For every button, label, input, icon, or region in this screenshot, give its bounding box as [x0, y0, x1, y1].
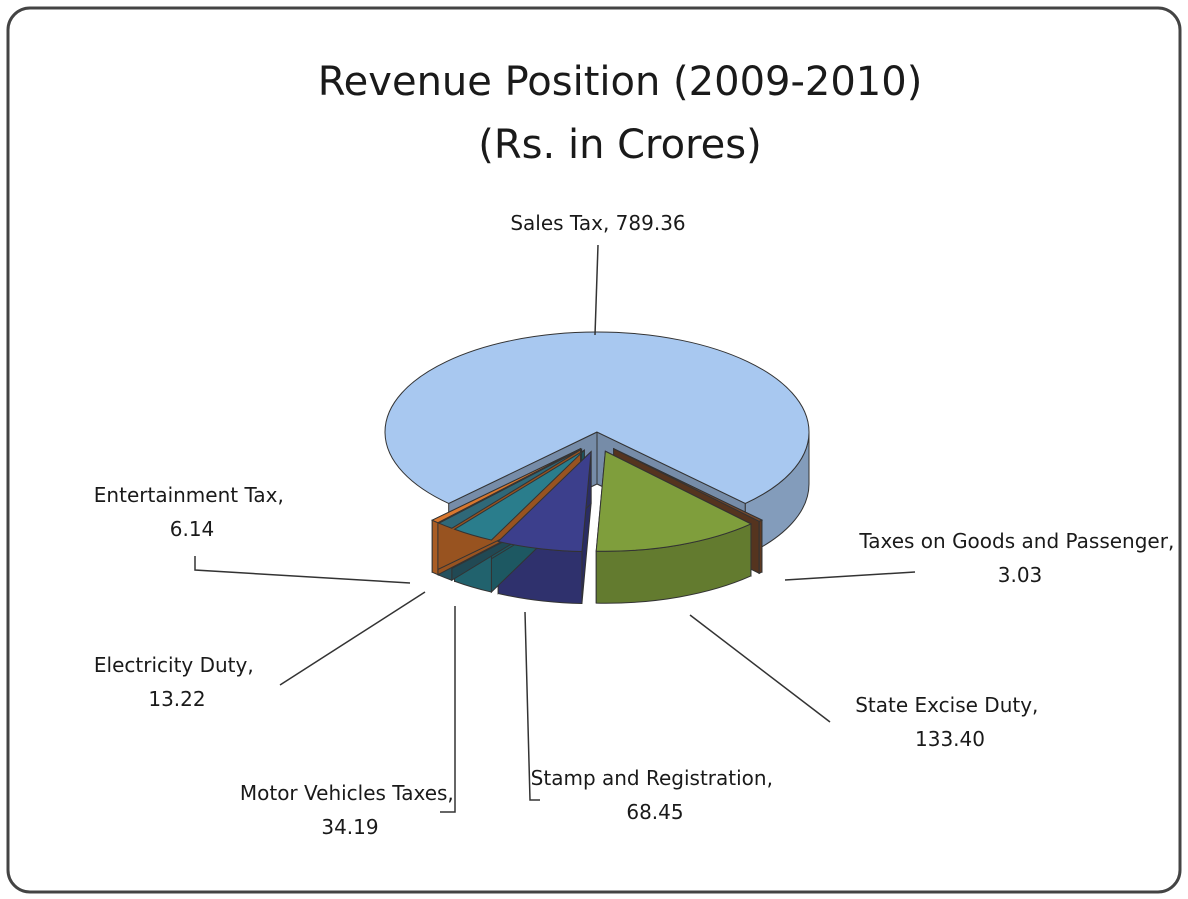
label-value: 34.19 [321, 815, 378, 839]
pie-tops [384, 331, 810, 553]
slice [613, 448, 764, 522]
label-value: 68.45 [626, 800, 683, 824]
label-category: Sales Tax [510, 211, 603, 235]
chart-title: Revenue Position (2009-2010) [318, 59, 923, 105]
label-separator: , [277, 483, 290, 507]
data-label: State Excise Duty, 133.40 [855, 693, 1045, 751]
slice [497, 450, 592, 553]
data-label: Stamp and Registration, 68.45 [531, 766, 780, 824]
slice [595, 450, 753, 552]
label-separator: , [603, 211, 616, 235]
leader-line [594, 244, 599, 336]
label-value: 133.40 [915, 727, 985, 751]
slice-side [758, 519, 763, 575]
slice [431, 448, 581, 524]
label-category: Stamp and Registration [531, 766, 767, 790]
slice-side [431, 519, 439, 576]
leader-line [279, 591, 426, 686]
label-separator: , [1032, 693, 1045, 717]
label-category: State Excise Duty [855, 693, 1032, 717]
label-separator: , [767, 766, 780, 790]
label-value: 6.14 [170, 517, 215, 541]
label-separator: , [447, 781, 460, 805]
chart-subtitle: (Rs. in Crores) [478, 122, 761, 168]
slice [453, 449, 585, 541]
label-separator: , [1168, 529, 1181, 553]
leader-line [194, 556, 411, 584]
slice [384, 331, 810, 505]
data-label: Electricity Duty, 13.22 [94, 653, 260, 711]
label-category: Taxes on Goods and Passenger [858, 529, 1168, 553]
label-category: Entertainment Tax [94, 483, 278, 507]
label-category: Motor Vehicles Taxes [240, 781, 448, 805]
label-value: 789.36 [616, 211, 686, 235]
leader-line [524, 611, 540, 801]
leader-line [784, 571, 916, 581]
data-label: Motor Vehicles Taxes, 34.19 [240, 781, 460, 839]
label-value: 3.03 [998, 563, 1043, 587]
slice [437, 448, 582, 529]
label-separator: , [247, 653, 260, 677]
data-label: Sales Tax, 789.36 [510, 211, 685, 235]
leader-line [440, 606, 456, 813]
label-value: 13.22 [148, 687, 205, 711]
data-label: Entertainment Tax, 6.14 [94, 483, 290, 541]
label-category: Electricity Duty [94, 653, 248, 677]
data-label: Taxes on Goods and Passenger, 3.03 [858, 529, 1180, 587]
leader-line [689, 614, 831, 723]
